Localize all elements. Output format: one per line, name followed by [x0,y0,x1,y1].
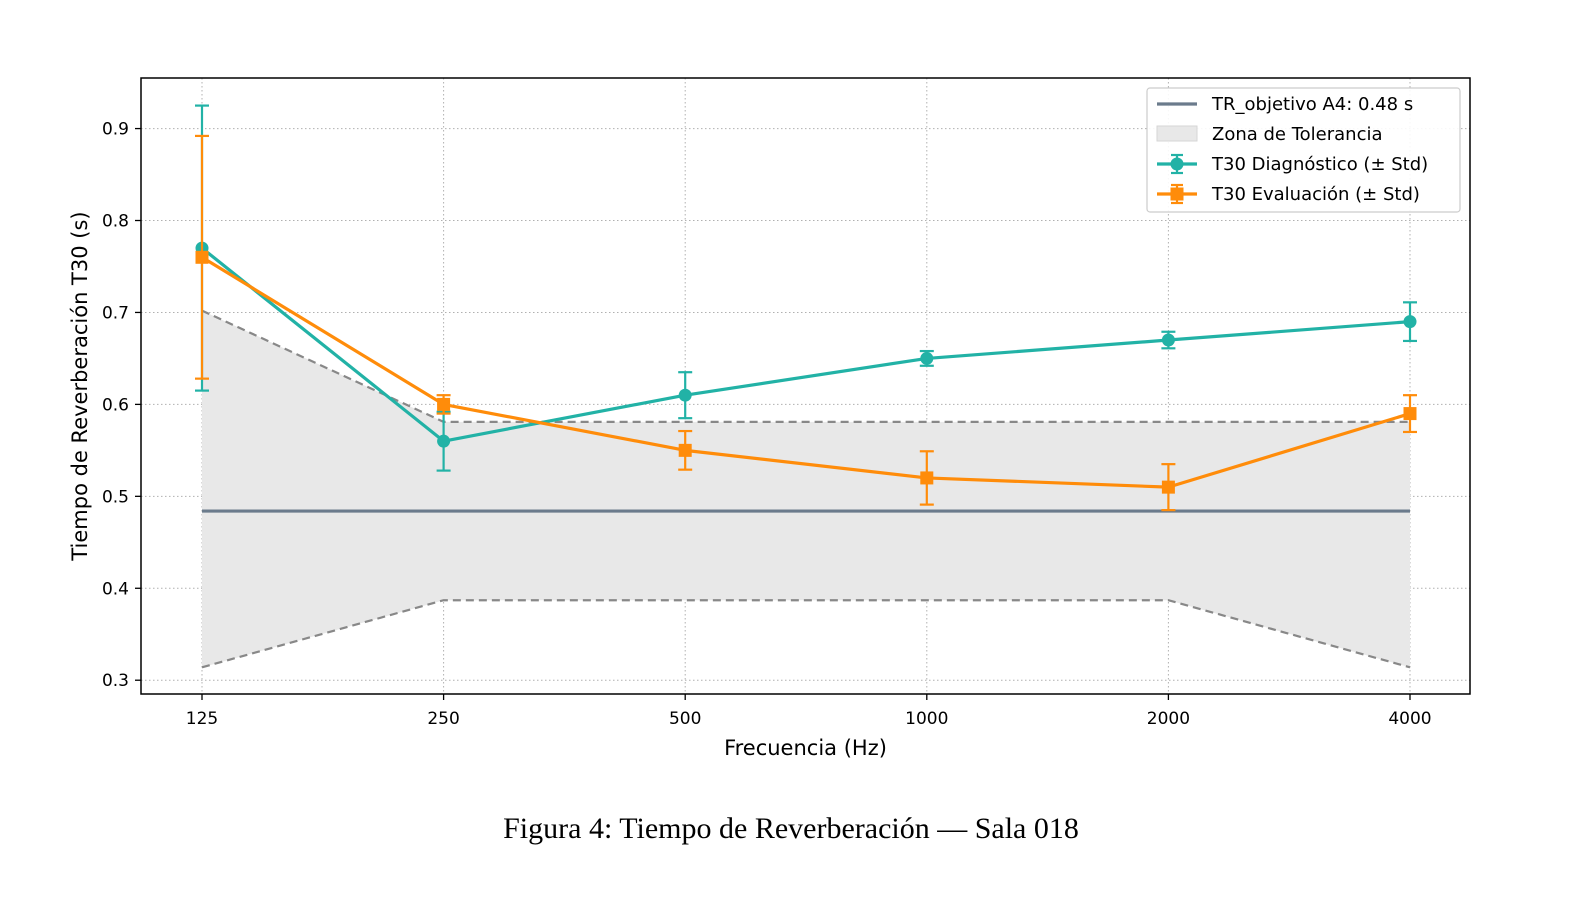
legend-diagnostico-swatch [1157,153,1197,175]
x-axis-label: Frecuencia (Hz) [724,736,887,760]
series-line [201,246,1411,443]
data-point [195,250,209,264]
data-point [678,388,692,402]
y-tick-label: 0.3 [102,671,129,691]
legend: TR_objetivo A4: 0.48 s Zona de Toleranci… [1146,87,1461,213]
legend-swatch-marker [1170,157,1184,171]
legend-swatch-marker [1170,187,1184,201]
data-point [1161,480,1175,494]
legend-tolerance-label: Zona de Tolerancia [1212,124,1383,145]
x-tick-label: 4000 [1388,709,1431,729]
data-point [437,397,451,411]
series-line [201,255,1411,489]
x-axis-ticks: 125 250 500 1000 2000 4000 [186,694,1432,729]
data-point [437,434,451,448]
data-point [1161,333,1175,347]
data-point [678,443,692,457]
plot-frame [140,77,1471,695]
y-tick-label: 0.7 [102,303,129,323]
legend-target-label: TR_objetivo A4: 0.48 s [1211,94,1413,115]
tolerance-lower-line [201,599,1411,669]
y-tick-label: 0.6 [102,395,129,415]
tolerance-fill [202,310,1410,668]
tolerance-zone [201,309,1411,669]
data-point [920,351,934,365]
y-tick-label: 0.5 [102,487,129,507]
y-tick-label: 0.4 [102,579,129,599]
x-tick-label: 125 [186,709,218,729]
y-axis-label: Tiempo de Reverberación T30 (s) [68,211,92,561]
tolerance-upper-line [201,309,1410,423]
x-tick-label: 1000 [905,709,948,729]
x-tick-label: 250 [427,709,459,729]
legend-tolerance-swatch [1156,125,1198,142]
data-point [1403,315,1417,329]
series-evaluacion [195,134,1417,512]
x-tick-label: 2000 [1147,709,1190,729]
data-series [195,104,1417,512]
legend-evaluacion-swatch [1157,183,1197,205]
y-tick-label: 0.8 [102,212,129,232]
y-axis-ticks: 0.3 0.4 0.5 0.6 0.7 0.8 0.9 [102,120,141,691]
figure-caption: Figura 4: Tiempo de Reverberación — Sala… [503,812,1079,845]
y-tick-label: 0.9 [102,120,129,140]
data-point [1403,407,1417,421]
data-point [920,471,934,485]
legend-diagnostico-label: T30 Diagnóstico (± Std) [1211,154,1428,175]
x-tick-label: 500 [669,709,701,729]
legend-box [1146,87,1461,213]
legend-evaluacion-label: T30 Evaluación (± Std) [1211,184,1420,205]
